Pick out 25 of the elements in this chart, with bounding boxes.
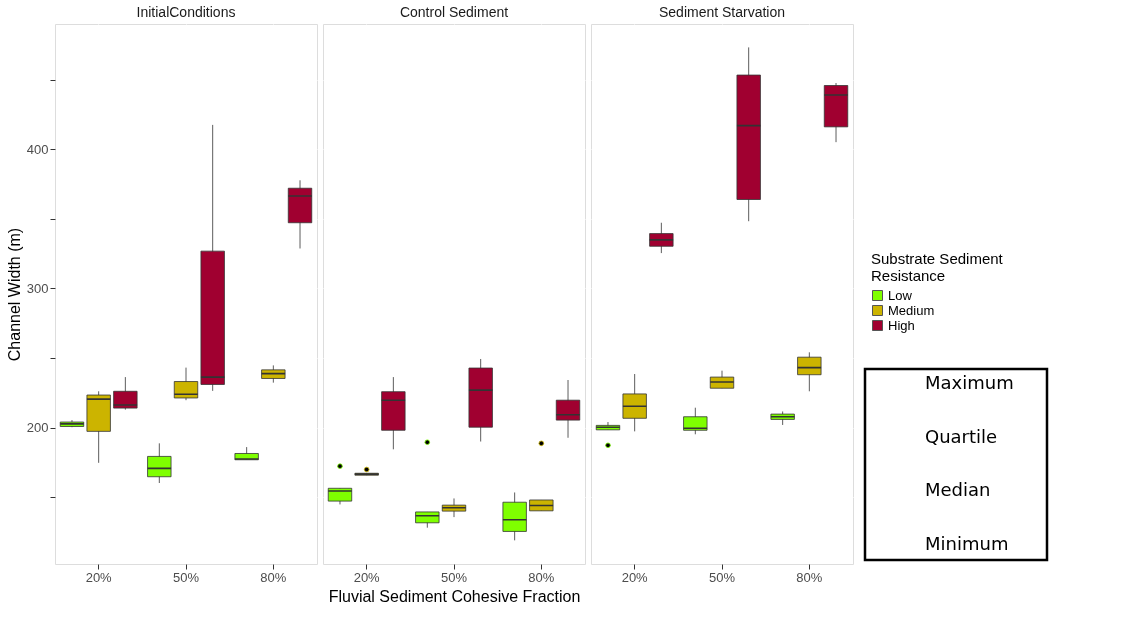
x-tick-label: 20% [621,569,649,585]
text: Median [925,479,991,501]
x-tick-label: 80% [528,569,555,585]
y-tick-label: 200 [26,420,49,436]
x-tick-label: 80% [260,569,287,585]
y-axis-title: Channel Width (m) [5,227,23,362]
text: Maximum [925,372,1014,393]
x-tick-label: 80% [796,569,823,585]
x-tick-label: 20% [85,569,113,585]
x-tick-label: 20% [353,569,381,585]
y-tick-label: 400 [26,141,49,157]
chart-title: Sediment Starvation [658,4,786,20]
legend-title: Substrate Sediment Resistance [871,250,1004,284]
y-tick-label: 300 [26,280,49,296]
legend-label: Medium [888,302,935,318]
text: Minimum [925,533,1009,554]
x-tick-label: 50% [708,569,736,585]
text: Quartile [925,425,998,447]
legend-label: High [888,317,915,333]
x-tick-label: 50% [440,569,468,585]
legend-label: Low [888,287,913,303]
x-tick-label: 50% [172,569,200,585]
x-axis-title: Fluvial Sediment Cohesive Fraction [328,587,581,605]
chart-title: Control Sediment [399,4,509,20]
chart-title: InitialConditions [136,4,236,20]
